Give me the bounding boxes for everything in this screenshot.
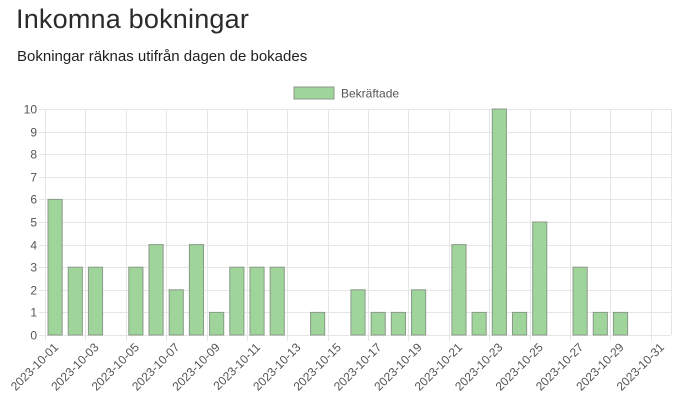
- bar-2023-10-12[interactable]: [269, 266, 285, 336]
- bar-2023-10-25[interactable]: [532, 221, 548, 336]
- y-tick-label: 10: [24, 103, 38, 117]
- bookings-bar-chart: Bekräftade 0 1 2 3 4 5 6 7 8 9 10 2023-10-012023-1…: [8, 86, 672, 394]
- legend-swatch: [293, 86, 335, 100]
- bar-2023-10-03[interactable]: [87, 266, 104, 336]
- bar-2023-10-18[interactable]: [390, 311, 406, 336]
- bar-2023-10-23[interactable]: [491, 108, 507, 336]
- chart-legend[interactable]: Bekräftade: [293, 86, 399, 101]
- page-title: Inkomna bokningar: [16, 4, 250, 34]
- bar-2023-10-28[interactable]: [592, 311, 608, 336]
- bar-2023-10-08[interactable]: [188, 244, 205, 336]
- bar-2023-10-21[interactable]: [451, 244, 467, 336]
- x-axis-ticks: 2023-10-012023-10-032023-10-052023-10-07…: [8, 340, 667, 394]
- y-tick-label: 7: [30, 171, 37, 185]
- bar-2023-10-09[interactable]: [209, 311, 225, 336]
- bar-2023-10-27[interactable]: [572, 266, 588, 336]
- legend-label: Bekräftade: [341, 87, 399, 101]
- bar-2023-10-05[interactable]: [128, 266, 144, 336]
- grid-layer: [39, 109, 672, 341]
- y-tick-label: 1: [30, 306, 37, 320]
- bar-2023-10-11[interactable]: [249, 266, 265, 336]
- bar-2023-10-02[interactable]: [67, 266, 83, 336]
- y-tick-label: 9: [30, 126, 37, 140]
- y-tick-label: 6: [30, 193, 37, 207]
- bar-2023-10-14[interactable]: [310, 311, 326, 336]
- bar-series: [47, 108, 629, 336]
- page-subtitle: Bokningar räknas utifrån dagen de bokade…: [17, 48, 308, 65]
- y-tick-label: 3: [30, 261, 37, 275]
- bar-2023-10-16[interactable]: [350, 289, 366, 336]
- y-tick-label: 2: [30, 284, 37, 298]
- bar-2023-10-22[interactable]: [471, 311, 487, 336]
- bar-2023-10-17[interactable]: [370, 311, 386, 336]
- bar-2023-10-06[interactable]: [148, 244, 164, 336]
- y-tick-label: 4: [30, 239, 37, 253]
- bar-2023-10-19[interactable]: [411, 289, 427, 336]
- bar-2023-10-29[interactable]: [612, 311, 629, 336]
- y-tick-label: 0: [30, 329, 37, 343]
- bar-2023-10-24[interactable]: [511, 311, 528, 336]
- y-tick-label: 5: [30, 216, 37, 230]
- y-tick-label: 8: [30, 148, 37, 162]
- bar-2023-10-10[interactable]: [229, 266, 245, 336]
- bar-2023-10-07[interactable]: [168, 289, 184, 336]
- y-axis-ticks: 0 1 2 3 4 5 6 7 8 9 10: [24, 103, 38, 343]
- bar-2023-10-01[interactable]: [47, 198, 63, 336]
